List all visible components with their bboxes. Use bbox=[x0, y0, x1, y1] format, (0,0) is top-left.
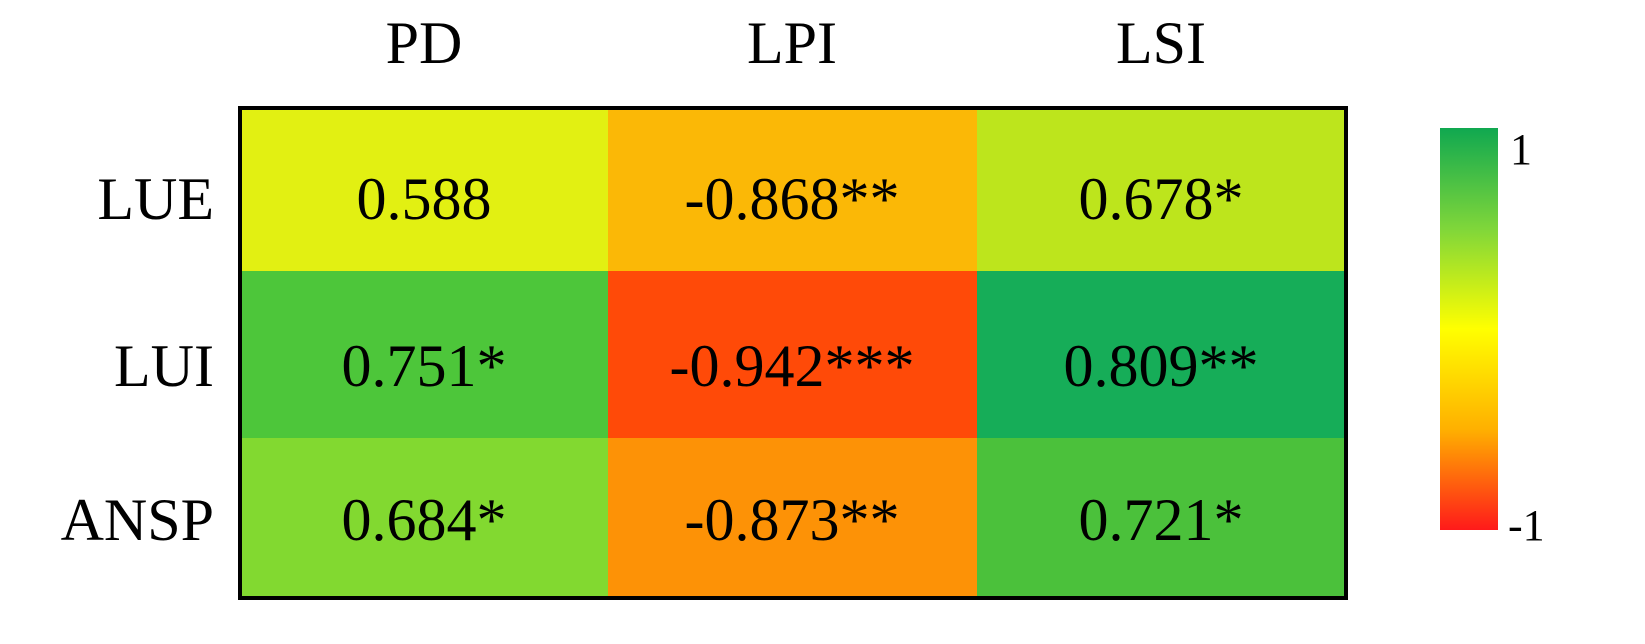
color-scale-max-label: 1 bbox=[1510, 125, 1532, 174]
color-scale: 1 -1 bbox=[1440, 125, 1545, 550]
heatmap-cell bbox=[240, 438, 608, 598]
column-label-lsi: LSI bbox=[1116, 10, 1206, 76]
color-scale-min-label: -1 bbox=[1508, 501, 1545, 550]
heatmap-cell bbox=[608, 108, 977, 271]
heatmap-cell bbox=[608, 438, 977, 598]
color-scale-bar bbox=[1440, 128, 1498, 530]
cell-value-label: -0.873** bbox=[685, 487, 900, 553]
row-label-ansp: ANSP bbox=[61, 487, 214, 553]
column-label-lpi: LPI bbox=[747, 10, 837, 76]
heatmap-cell bbox=[608, 271, 977, 438]
cell-value-labels: 0.588 -0.868** 0.678* 0.751* -0.942*** 0… bbox=[342, 166, 1259, 553]
cell-value-label: 0.588 bbox=[357, 166, 492, 232]
heatmap-cell bbox=[240, 108, 608, 271]
column-labels: PD LPI LSI bbox=[386, 10, 1206, 76]
heatmap-cell bbox=[977, 438, 1346, 598]
heatmap-cells bbox=[240, 108, 1346, 598]
cell-value-label: 0.721* bbox=[1079, 487, 1244, 553]
heatmap-cell bbox=[240, 271, 608, 438]
cell-value-label: -0.868** bbox=[685, 166, 900, 232]
column-label-pd: PD bbox=[386, 10, 463, 76]
cell-value-label: -0.942*** bbox=[670, 333, 915, 399]
heatmap-border bbox=[238, 106, 1348, 600]
cell-value-label: 0.809** bbox=[1064, 333, 1259, 399]
row-label-lue: LUE bbox=[97, 166, 214, 232]
heatmap-cell bbox=[977, 271, 1346, 438]
cell-value-label: 0.678* bbox=[1079, 166, 1244, 232]
cell-value-label: 0.684* bbox=[342, 487, 507, 553]
cell-value-label: 0.751* bbox=[342, 333, 507, 399]
heatmap-cell bbox=[977, 108, 1346, 271]
row-labels: LUE LUI ANSP bbox=[61, 166, 214, 553]
row-label-lui: LUI bbox=[114, 333, 214, 399]
